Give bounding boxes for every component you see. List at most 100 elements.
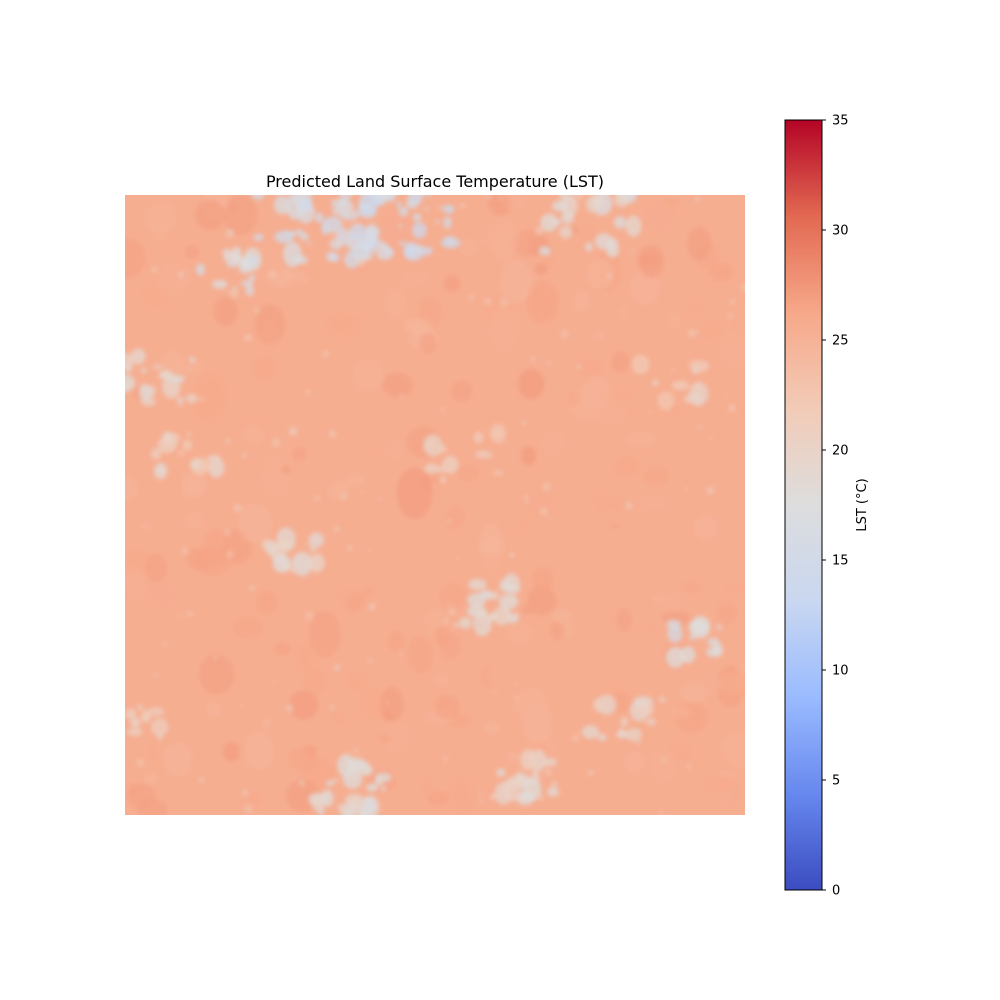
lst-cool-patch [561,211,574,224]
lst-texture-patch [386,289,407,318]
lst-texture-patch [447,777,476,815]
lst-texture-patch [181,471,206,498]
lst-texture-patch [610,523,619,529]
lst-texture-patch [705,775,735,793]
lst-texture-patch [420,777,435,797]
lst-texture-patch [213,296,238,327]
lst-cool-speckle [356,257,366,267]
lst-cool-patch [238,263,252,274]
lst-texture-patch [693,515,718,540]
lst-cool-speckle [397,576,401,579]
lst-cool-patch [332,207,339,215]
lst-texture-patch [423,609,447,627]
lst-texture-patch [139,523,151,530]
lst-cool-patch [620,716,629,727]
lst-cool-speckle [468,294,475,300]
lst-cool-speckle [429,375,432,378]
lst-cool-speckle [224,438,231,445]
lst-texture-patch [718,672,745,695]
lst-texture-patch [163,742,193,777]
lst-cool-patch [130,348,146,365]
lst-cool-speckle [448,607,457,616]
lst-cool-patch [186,432,192,437]
lst-cool-patch [157,436,177,453]
colorbar-label: LST (°C) [855,478,870,531]
lst-cool-speckle [522,494,530,501]
lst-cool-speckle [289,565,298,574]
lst-texture-patch [248,791,262,806]
lst-cool-patch [396,201,402,208]
lst-texture-patch [146,201,177,234]
lst-cool-patch [178,403,183,407]
lst-texture-patch [697,320,724,339]
lst-cool-speckle [625,502,633,509]
lst-cool-patch [245,284,254,297]
lst-cool-speckle [446,518,451,523]
lst-cool-speckle [500,470,505,475]
lst-cool-patch [473,611,492,637]
lst-cool-patch [508,775,527,789]
lst-cool-patch [315,212,324,224]
lst-cool-patch [493,606,511,626]
lst-cool-patch [559,225,573,239]
lst-cool-patch [308,553,325,573]
lst-texture-patch [379,733,390,744]
lst-cool-speckle [494,589,497,592]
lst-cool-patch [125,352,135,369]
lst-cool-patch [532,769,539,777]
colorbar-tick-label: 30 [832,224,849,239]
lst-texture-patch [383,209,418,249]
lst-texture-patch [443,274,461,293]
lst-cool-speckle [367,549,371,553]
lst-cool-speckle [241,789,249,797]
lst-texture-patch [521,520,531,534]
lst-cool-patch [671,380,690,391]
lst-heatmap [125,195,745,815]
lst-cool-speckle [229,289,239,299]
lst-cool-speckle [730,299,735,304]
lst-texture-patch [281,465,291,475]
lst-cool-speckle [545,769,552,776]
lst-texture-patch [535,263,548,275]
lst-cool-speckle [698,424,702,429]
lst-cool-speckle [316,751,319,755]
lst-cool-patch [272,554,292,573]
lst-cool-patch [403,242,416,259]
lst-texture-patch [505,751,520,762]
lst-cool-patch [253,233,264,242]
lst-cool-speckle [483,450,493,460]
lst-cool-speckle [297,236,300,239]
lst-cool-patch [398,241,406,246]
lst-texture-patch [382,372,413,398]
lst-cool-patch [625,215,642,237]
lst-cool-speckle [478,791,483,796]
lst-cool-patch [332,778,339,783]
lst-texture-patch [644,625,656,633]
lst-cool-speckle [149,365,153,369]
lst-cool-patch [439,475,446,484]
lst-cool-speckle [530,356,536,362]
lst-cool-speckle [555,319,558,323]
lst-cool-speckle [486,195,492,200]
lst-texture-patch [488,307,521,353]
lst-cool-speckle [397,651,403,656]
lst-cool-speckle [403,349,406,352]
lst-texture-patch [356,445,391,464]
lst-cool-speckle [326,486,330,490]
lst-texture-patch [399,269,431,288]
lst-cool-patch [125,374,136,392]
lst-texture-patch [260,688,281,699]
lst-texture-patch [195,199,225,230]
lst-cool-patch [438,206,445,209]
lst-texture-patch [443,439,464,462]
lst-cool-speckle [521,420,527,426]
lst-cool-patch [552,781,557,787]
colorbar-tick-label: 5 [832,774,840,789]
lst-cool-patch [479,589,492,600]
lst-texture-patch [337,423,353,433]
lst-texture-patch [256,452,270,470]
lst-texture-patch [309,610,341,658]
lst-texture-patch [483,721,501,735]
lst-cool-patch [592,195,605,209]
lst-texture-patch [576,358,604,378]
